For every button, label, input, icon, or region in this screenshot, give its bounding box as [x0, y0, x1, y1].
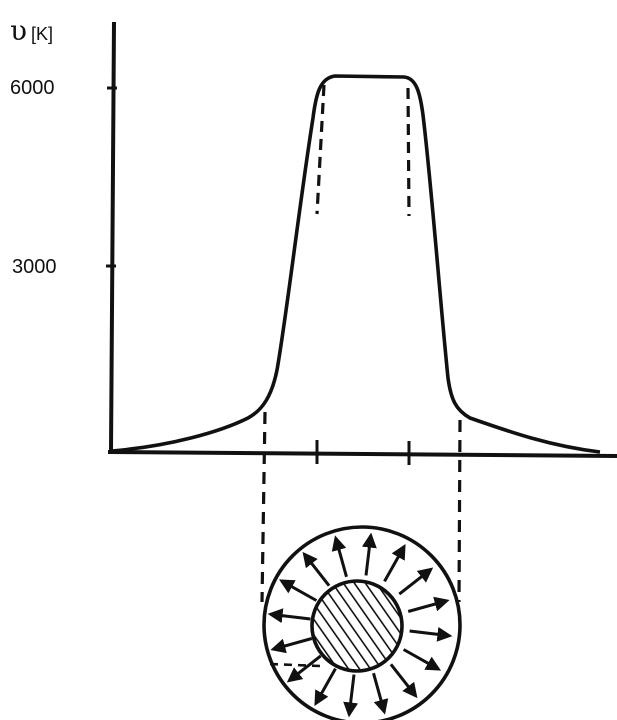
hatched-core	[310, 579, 404, 673]
y-axis	[109, 21, 116, 453]
radial-arrow	[278, 579, 318, 602]
radial-arrow	[398, 567, 434, 596]
temperature-curve	[111, 74, 601, 454]
radial-arrow	[314, 667, 337, 707]
projection-line-right	[457, 419, 462, 603]
radial-arrow	[343, 674, 359, 718]
y-tick-label-6000: 6000	[10, 77, 55, 99]
y-axis-unit: [K]	[31, 24, 53, 44]
radial-arrow	[270, 637, 313, 654]
radial-arrow	[372, 672, 389, 715]
y-axis-label: υ [K]	[10, 14, 53, 47]
radial-arrow	[409, 626, 453, 642]
radial-arrow	[389, 663, 418, 699]
x-axis	[107, 450, 617, 458]
radial-arrow	[383, 543, 406, 583]
y-tick-label-3000: 3000	[12, 256, 57, 278]
projection-line-left	[260, 411, 267, 603]
radial-arrow	[402, 648, 442, 671]
radial-arrow	[331, 535, 348, 578]
plateau-guide-right	[406, 87, 411, 217]
outer-ring	[262, 525, 462, 720]
radial-arrow	[407, 596, 450, 613]
plateau-guide-left	[315, 84, 326, 215]
radial-arrow	[302, 551, 331, 587]
radial-arrows	[267, 532, 453, 718]
radial-arrow	[286, 654, 322, 683]
radial-arrow	[361, 532, 377, 576]
ring-dash-mark	[269, 662, 321, 668]
y-axis-symbol: υ	[10, 14, 27, 47]
radial-arrow	[267, 608, 311, 624]
